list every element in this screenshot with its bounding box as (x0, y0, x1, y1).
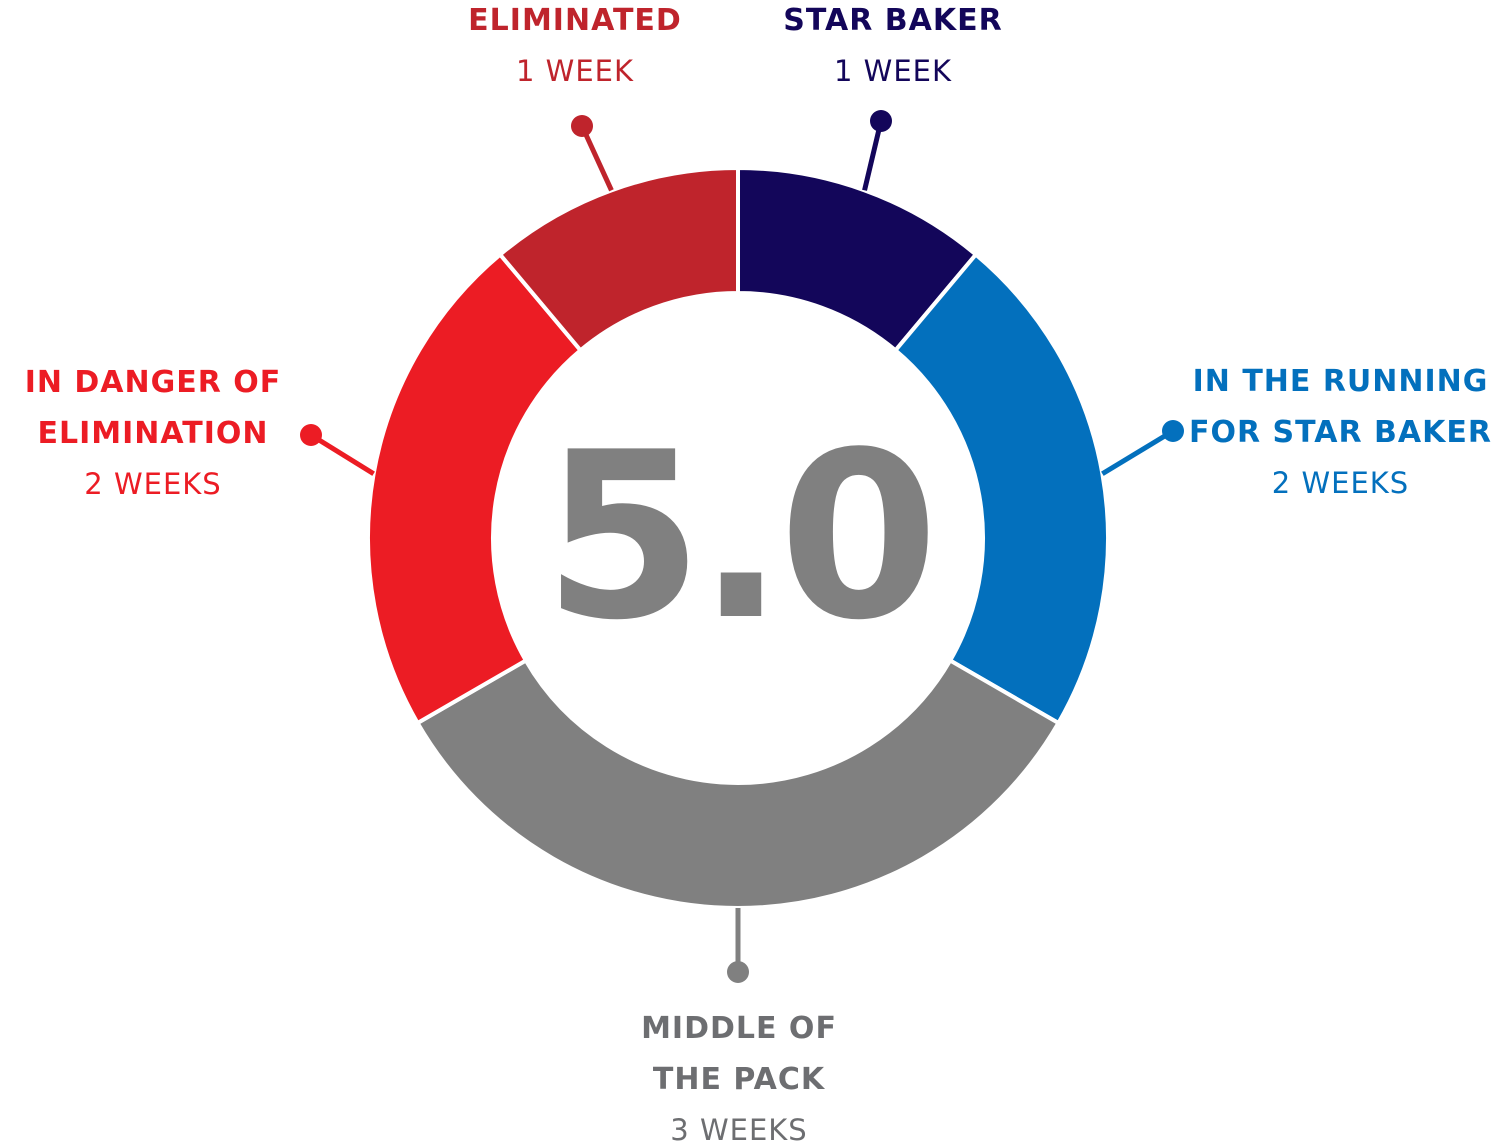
label-in-the-running-line-1: IN THE RUNNING (1192, 364, 1489, 399)
callout-dot-in-the-running (1162, 420, 1184, 442)
label-in-danger-line-2: ELIMINATION (37, 416, 269, 451)
label-eliminated-weeks: 1 WEEK (515, 54, 634, 88)
label-middle-of-the-pack-weeks: 3 WEEKS (670, 1113, 808, 1147)
label-eliminated-line-1: ELIMINATED (468, 3, 682, 38)
label-in-danger-of-elimination: IN DANGER OF ELIMINATION 2 WEEKS (25, 357, 282, 510)
callout-dot-in-danger (300, 424, 322, 446)
label-in-danger-weeks: 2 WEEKS (84, 467, 222, 501)
callout-line-star-baker (862, 120, 884, 191)
label-middle-of-the-pack-line-1: MIDDLE OF (641, 1011, 837, 1046)
label-star-baker-weeks: 1 WEEK (833, 54, 952, 88)
label-in-danger-line-1: IN DANGER OF (24, 365, 282, 400)
label-in-the-running-line-2: FOR STAR BAKER (1189, 415, 1492, 450)
label-in-the-running: IN THE RUNNING FOR STAR BAKER 2 WEEKS (1189, 356, 1492, 509)
label-middle-of-the-pack: MIDDLE OF THE PACK 3 WEEKS (641, 1003, 837, 1148)
center-score: 5.0 (543, 404, 938, 671)
donut-segment-middle-of-the-pack (414, 657, 1062, 910)
callout-line-eliminated (579, 124, 614, 192)
callout-dot-eliminated (571, 115, 593, 137)
donut-segment-in-danger (366, 251, 584, 726)
label-in-the-running-weeks: 2 WEEKS (1271, 466, 1410, 500)
callout-dot-star-baker (870, 110, 892, 132)
callout-line-in-the-running (1101, 428, 1175, 476)
label-star-baker: STAR BAKER 1 WEEK (783, 0, 1002, 97)
label-middle-of-the-pack-line-2: THE PACK (652, 1062, 826, 1097)
donut-segment-eliminated (497, 165, 740, 354)
label-star-baker-line-1: STAR BAKER (783, 3, 1003, 38)
donut-segment-in-the-running (892, 251, 1110, 726)
label-eliminated: ELIMINATED 1 WEEK (468, 0, 682, 97)
callout-line-in-danger (309, 432, 375, 476)
callout-dot-middle-of-the-pack (727, 961, 749, 983)
